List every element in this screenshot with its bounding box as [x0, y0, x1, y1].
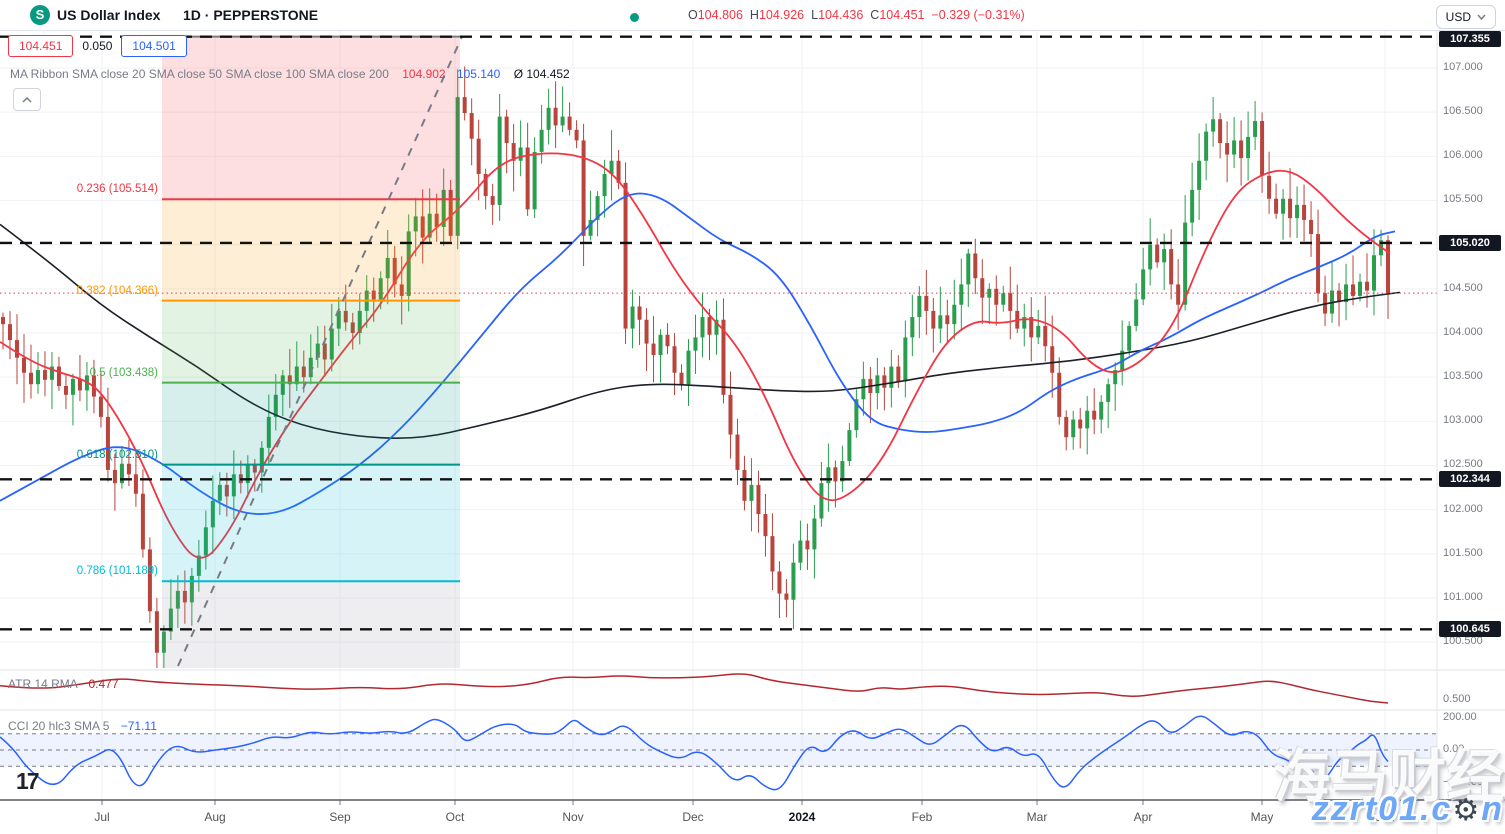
price-axis-label[interactable]: 106.500 — [1443, 105, 1483, 118]
gear-icon: ⚙ — [1452, 794, 1482, 827]
open-value: 104.806 — [697, 8, 743, 22]
cci-label: CCI 20 hlc3 SMA 5 — [8, 719, 110, 733]
interval-and-broker[interactable]: 1D · PEPPERSTONE — [183, 7, 319, 23]
fib-level-label: 0.618 (102.510) — [76, 448, 158, 461]
time-axis-label[interactable]: Aug — [204, 810, 226, 824]
sma-average-value: Ø 104.452 — [513, 67, 570, 81]
price-axis-label[interactable]: 104.500 — [1443, 281, 1483, 294]
time-axis-label[interactable]: Jun — [1375, 810, 1395, 824]
ma-ribbon-legend: MA Ribbon SMA close 20 SMA close 50 SMA … — [10, 67, 570, 81]
price-tag-red: 104.451 — [8, 35, 74, 57]
price-axis-label[interactable]: 101.500 — [1443, 546, 1483, 559]
time-axis-label[interactable]: Mar — [1026, 810, 1048, 824]
price-axis-badge: 107.355 — [1439, 31, 1501, 47]
price-axis-label[interactable]: 100.500 — [1443, 635, 1483, 648]
time-axis-label[interactable]: Jul — [94, 810, 110, 824]
market-status-icon — [630, 13, 639, 22]
time-axis-label[interactable]: 2024 — [788, 810, 816, 824]
price-axis-label[interactable]: 104.000 — [1443, 325, 1483, 338]
change-value: −0.329 (−0.31%) — [931, 8, 1025, 22]
watermark-url: zzrt01.c⚙n — [1311, 790, 1504, 828]
chevron-up-icon — [22, 96, 32, 103]
time-axis-label[interactable]: Nov — [562, 810, 584, 824]
open-label: O — [688, 8, 698, 22]
cci-axis-label[interactable]: 0.00 — [1443, 743, 1465, 755]
high-value: 104.926 — [758, 8, 805, 22]
low-label: L — [811, 8, 819, 22]
price-axis-label[interactable]: 103.000 — [1443, 414, 1483, 427]
symbol-title[interactable]: US Dollar Index — [57, 7, 161, 23]
low-value: 104.436 — [818, 8, 864, 22]
watermark-text: 海马财经 — [1273, 745, 1505, 809]
price-tags-row: 104.451 0.050 104.501 — [8, 35, 187, 57]
currency-dropdown[interactable]: USD — [1435, 5, 1496, 29]
time-axis-label[interactable]: Feb — [911, 810, 933, 824]
price-axis-badge: 105.020 — [1439, 234, 1501, 251]
price-axis-label[interactable]: 103.500 — [1443, 370, 1483, 383]
cci-axis-label[interactable]: −200.00 — [1443, 775, 1484, 788]
close-label: C — [870, 8, 880, 22]
price-range-value: 0.050 — [82, 39, 113, 53]
price-axis-label[interactable]: 101.000 — [1443, 590, 1483, 603]
chevron-down-icon — [1477, 14, 1486, 20]
price-axis-badge: 102.344 — [1439, 471, 1501, 488]
time-axis-label[interactable]: Oct — [445, 810, 465, 824]
fib-level-label: 0.236 (105.514) — [76, 183, 158, 196]
price-axis-label[interactable]: 102.500 — [1443, 458, 1483, 471]
high-label: H — [749, 8, 759, 22]
close-value: 104.451 — [879, 8, 925, 22]
fib-level-label: 0.5 (103.438) — [89, 366, 158, 379]
currency-dropdown-label: USD — [1445, 10, 1471, 24]
sma50-value: 105.140 — [456, 67, 501, 81]
cci-pane-legend: CCI 20 hlc3 SMA 5 −71.11 — [8, 719, 157, 733]
atr-label: ATR 14 RMA — [8, 677, 78, 691]
price-axis-label[interactable]: 102.000 — [1443, 502, 1483, 515]
price-axis-badge: 100.645 — [1439, 621, 1501, 638]
ma-ribbon-label: MA Ribbon SMA close 20 SMA close 50 SMA … — [10, 67, 389, 81]
fib-level-label: 0.786 (101.189) — [76, 565, 158, 578]
collapse-indicator-button[interactable] — [13, 88, 41, 111]
time-axis-label[interactable]: May — [1250, 810, 1274, 824]
atr-pane-legend: ATR 14 RMA 0.477 — [8, 677, 119, 691]
time-axis-label[interactable]: Apr — [1133, 810, 1153, 824]
ohlc-readout: O104.806 H104.926 L104.436 C104.451 −0.329 (… — [688, 8, 1025, 22]
time-axis-label[interactable]: Dec — [682, 810, 704, 824]
tradingview-logo[interactable]: 17 — [16, 768, 40, 794]
price-axis-label[interactable]: 105.500 — [1443, 193, 1483, 206]
atr-value: 0.477 — [88, 677, 119, 691]
fib-level-label: 0.382 (104.366) — [76, 284, 158, 297]
symbol-logo-icon: S — [30, 5, 50, 25]
atr-axis-label[interactable]: 0.500 — [1443, 693, 1471, 705]
cci-axis-label[interactable]: 200.00 — [1443, 710, 1477, 723]
price-tag-blue: 104.501 — [121, 35, 187, 57]
sma20-value: 104.902 — [402, 67, 446, 81]
chart-toolbar: S US Dollar Index 1D · PEPPERSTONE O104.… — [0, 0, 1505, 31]
price-axis-label[interactable]: 107.000 — [1443, 61, 1483, 73]
cci-value: −71.11 — [120, 719, 157, 733]
time-axis-label[interactable]: Sep — [329, 810, 351, 824]
price-axis-label[interactable]: 106.000 — [1443, 149, 1483, 162]
